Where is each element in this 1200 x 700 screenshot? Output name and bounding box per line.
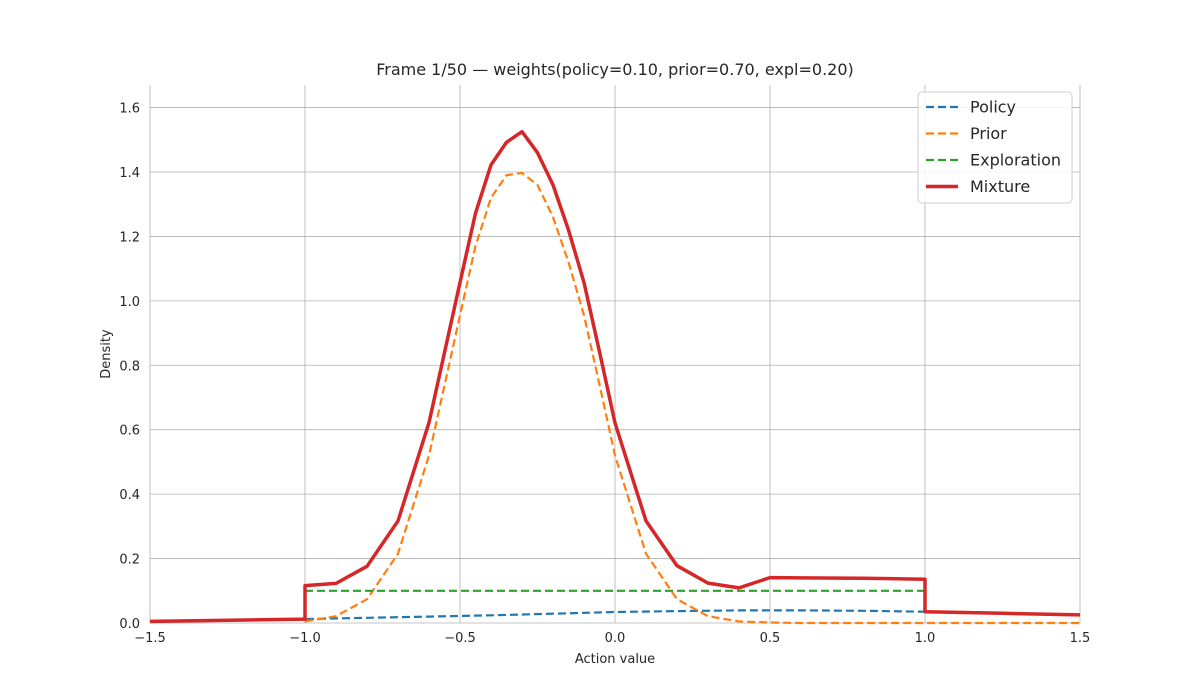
- y-axis-label: Density: [99, 329, 114, 379]
- y-tick-label: 0.4: [119, 488, 140, 503]
- chart-title: Frame 1/50 — weights(policy=0.10, prior=…: [376, 60, 854, 79]
- x-axis-label: Action value: [575, 652, 655, 667]
- legend-box: [917, 91, 1073, 204]
- legend-label-mixture: Mixture: [970, 177, 1030, 196]
- x-tick-label: −0.5: [444, 631, 476, 646]
- y-tick-label: 0.8: [119, 359, 140, 374]
- x-tick-label: 0.5: [760, 631, 781, 646]
- x-tick-label: 0.0: [605, 631, 626, 646]
- y-tick-label: 1.0: [119, 295, 140, 310]
- legend-label-prior: Prior: [970, 124, 1007, 143]
- y-axis: 0.0 0.2 0.4 0.6 0.8 1.0 1.2 1.4 1.6: [119, 102, 140, 632]
- legend-label-policy: Policy: [970, 98, 1016, 117]
- y-tick-label: 1.4: [119, 166, 140, 181]
- y-tick-label: 0.2: [119, 553, 140, 568]
- x-tick-label: −1.0: [289, 631, 321, 646]
- legend-label-exploration: Exploration: [970, 151, 1061, 170]
- x-axis: −1.5 −1.0 −0.5 0.0 0.5 1.0 1.5: [134, 631, 1090, 646]
- y-tick-label: 1.6: [119, 102, 140, 117]
- series-line-mixture: [149, 129, 1081, 624]
- y-tick-label: 1.2: [119, 230, 140, 245]
- x-tick-label: 1.5: [1070, 631, 1091, 646]
- y-tick-label: 0.0: [119, 617, 140, 632]
- x-tick-label: 1.0: [915, 631, 936, 646]
- series-lines: [149, 129, 1081, 625]
- x-tick-label: −1.5: [134, 631, 166, 646]
- series-line-prior: [304, 171, 1080, 625]
- legend: Policy Prior Exploration Mixture: [917, 91, 1073, 204]
- y-tick-label: 0.6: [119, 424, 140, 439]
